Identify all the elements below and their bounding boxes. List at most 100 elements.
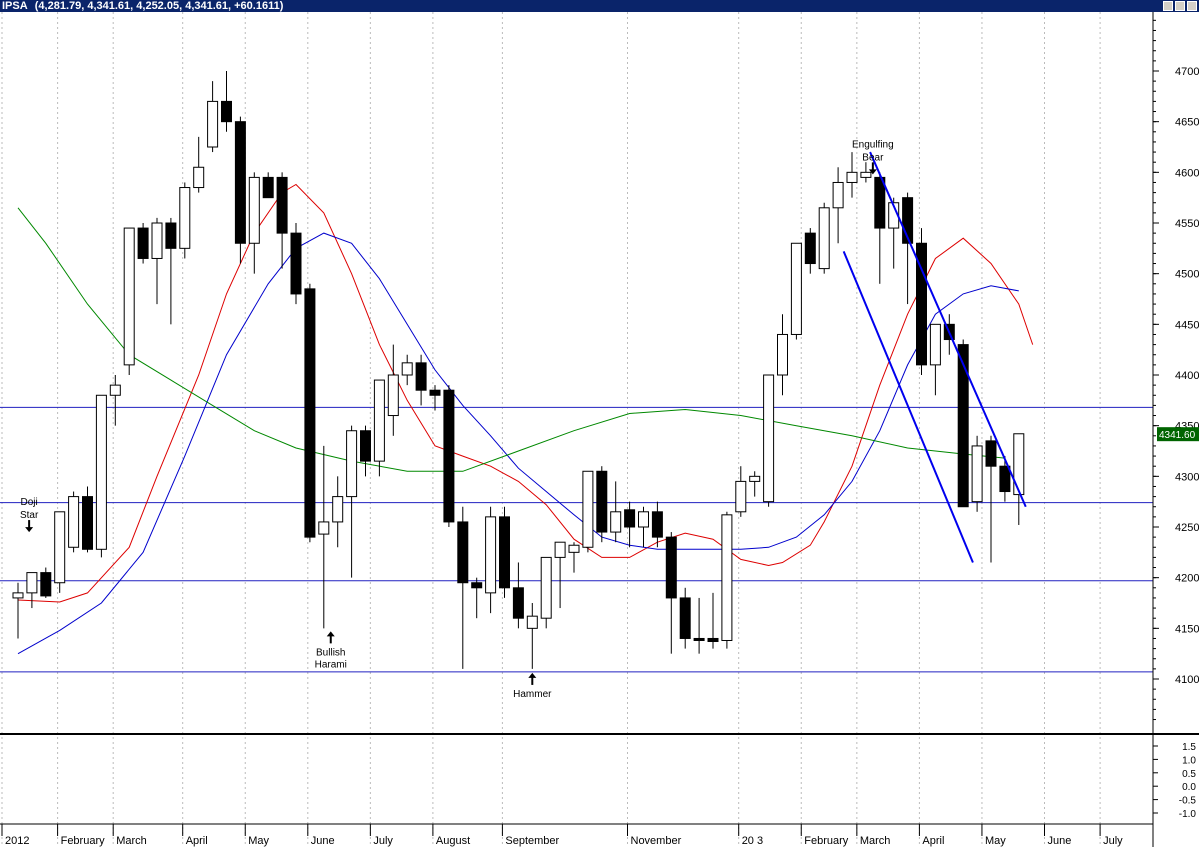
candle-body-down bbox=[707, 637, 719, 643]
candle-body-down bbox=[415, 362, 427, 391]
moving-averages bbox=[17, 183, 1034, 655]
candle-body-up bbox=[54, 511, 66, 584]
trendline bbox=[869, 151, 1027, 508]
candle-body-up bbox=[763, 374, 775, 503]
candle-body-down bbox=[234, 121, 246, 244]
moving-average-line bbox=[17, 232, 1019, 655]
candlesticks bbox=[12, 71, 1025, 669]
indicator-tick-label: 0.0 bbox=[1182, 782, 1196, 793]
date-tick-label: May bbox=[985, 835, 1006, 847]
moving-average-line bbox=[17, 207, 1005, 472]
date-tick-label: May bbox=[248, 835, 269, 847]
indicator-tick-label: 0.5 bbox=[1182, 769, 1196, 780]
date-tick-label: April bbox=[922, 835, 944, 847]
candle-body-up bbox=[248, 176, 260, 244]
annotation-arrow-head bbox=[868, 169, 877, 175]
candle-body-up bbox=[12, 592, 24, 599]
candle-body-up bbox=[332, 496, 344, 523]
lower-indicator-panel: 1.5 1.0 0.5 0.0 -0.5 -1.0 bbox=[0, 733, 1199, 820]
candle-body-up bbox=[123, 227, 135, 366]
candle-body-down bbox=[40, 572, 52, 597]
candle-body-up bbox=[832, 181, 844, 209]
close-button[interactable] bbox=[1187, 1, 1197, 11]
candle-body-down bbox=[985, 440, 997, 467]
candle-body-up bbox=[860, 171, 872, 178]
maximize-button[interactable] bbox=[1175, 1, 1185, 11]
candle-body-up bbox=[790, 242, 802, 335]
candle-body-up bbox=[929, 323, 941, 366]
candle-body-up bbox=[610, 511, 622, 533]
candle-body-down bbox=[429, 389, 441, 396]
date-tick-label: August bbox=[436, 835, 470, 847]
candle-body-up bbox=[526, 615, 538, 629]
candle-body-down bbox=[874, 176, 886, 229]
date-tick-label: February bbox=[61, 835, 106, 847]
candle-body-down bbox=[999, 465, 1011, 493]
candle-body-down bbox=[137, 227, 149, 259]
candle-body-up bbox=[346, 430, 358, 498]
candle-body-up bbox=[554, 541, 566, 558]
candle-body-up bbox=[179, 187, 191, 249]
candle-body-down bbox=[499, 516, 510, 589]
candle-body-up bbox=[1013, 433, 1025, 496]
candle-body-up bbox=[95, 394, 107, 550]
price-tick-label: 4300 bbox=[1175, 471, 1199, 483]
candle-body-up bbox=[568, 544, 580, 553]
price-tick-label: 4600 bbox=[1175, 167, 1199, 179]
candle-body-down bbox=[276, 176, 288, 234]
price-tick-label: 4550 bbox=[1175, 218, 1199, 230]
indicator-tick-label: 1.5 bbox=[1182, 742, 1196, 753]
candle-body-down bbox=[457, 521, 469, 584]
candle-body-up bbox=[846, 171, 858, 183]
date-axis: 2012 February March April May June July August S… bbox=[0, 823, 1153, 847]
date-tick-label: June bbox=[311, 835, 335, 847]
candle-body-up bbox=[109, 384, 121, 396]
grid-lines bbox=[1, 12, 1101, 847]
candle-body-down bbox=[262, 176, 274, 199]
annotation-label: Engulfing bbox=[852, 139, 894, 150]
candle-body-down bbox=[957, 344, 969, 508]
candle-body-up bbox=[582, 470, 594, 548]
candle-body-down bbox=[221, 100, 232, 123]
date-tick-label: March bbox=[860, 835, 891, 847]
annotation-label: Star bbox=[20, 510, 39, 521]
candle-body-down bbox=[82, 496, 93, 550]
moving-average-line bbox=[17, 183, 1034, 603]
candle-body-down bbox=[916, 242, 927, 366]
price-tick-label: 4500 bbox=[1175, 269, 1199, 281]
candle-body-up bbox=[318, 521, 330, 535]
candle-body-up bbox=[401, 362, 413, 376]
date-tick-label: November bbox=[631, 835, 682, 847]
annotation-label: Hammer bbox=[513, 689, 552, 700]
candle-body-down bbox=[624, 509, 636, 528]
indicator-tick-label: 1.0 bbox=[1182, 755, 1196, 766]
current-price-label: 4341.60 bbox=[1159, 430, 1196, 441]
date-tick-label: March bbox=[116, 835, 147, 847]
candle-body-up bbox=[735, 480, 747, 513]
minimize-button[interactable] bbox=[1163, 1, 1173, 11]
indicator-tick-label: -0.5 bbox=[1179, 796, 1197, 807]
candle-body-up bbox=[818, 207, 830, 270]
indicator-tick-label: -1.0 bbox=[1179, 809, 1197, 820]
candle-body-up bbox=[540, 556, 552, 619]
annotation-label: Bullish bbox=[316, 647, 345, 658]
candle-body-down bbox=[443, 389, 455, 523]
candle-body-down bbox=[651, 511, 663, 538]
candle-body-up bbox=[777, 333, 788, 376]
candle-body-up bbox=[749, 475, 761, 482]
candle-body-down bbox=[512, 587, 524, 619]
candle-body-up bbox=[151, 222, 163, 259]
price-tick-label: 4450 bbox=[1175, 319, 1199, 331]
date-tick-label: April bbox=[186, 835, 208, 847]
date-tick-label: February bbox=[804, 835, 849, 847]
symbol-name: IPSA bbox=[2, 0, 28, 12]
candle-body-down bbox=[665, 536, 677, 599]
annotation-label: Harami bbox=[315, 659, 347, 670]
candle-body-down bbox=[693, 637, 705, 641]
date-tick-label: June bbox=[1048, 835, 1072, 847]
candle-body-down bbox=[679, 597, 691, 639]
candle-body-down bbox=[165, 222, 177, 249]
current-price-tag bbox=[1157, 427, 1199, 442]
